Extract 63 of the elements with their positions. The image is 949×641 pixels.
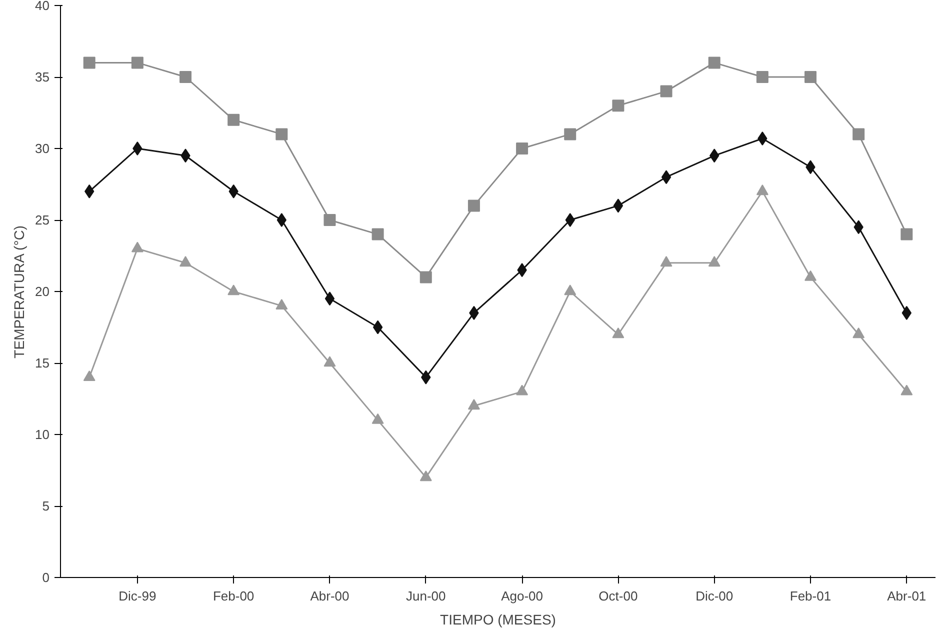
point [324,356,336,367]
x-tick-label: Feb-00 [212,588,254,604]
point [804,71,816,83]
point [420,271,432,284]
point [756,184,768,196]
point [661,170,672,184]
y-tick-label: 35 [35,70,50,84]
x-tick-label: Abr-00 [310,588,350,604]
point [900,384,913,396]
point [708,256,720,267]
x-axis-title: TIEMPO (MESES) [440,612,556,628]
point [900,228,913,240]
point [708,56,720,69]
y-tick-label: 40 [35,0,50,13]
point [131,242,144,252]
point [83,56,96,69]
point [565,213,575,227]
y-tick-label: 20 [35,284,50,299]
point [468,200,480,212]
y-tick-label: 30 [35,141,50,156]
point [372,413,384,424]
point [516,384,528,396]
point [83,370,96,381]
y-axis-title: TEMPERATURA (°C) [11,225,28,358]
point [276,298,288,310]
point [228,114,240,126]
point [132,142,142,156]
point [564,284,576,296]
point [804,270,816,281]
point [468,399,480,410]
point [420,470,432,482]
x-tick-label: Ago-00 [501,588,543,604]
point [324,214,336,226]
point [612,328,624,338]
point [564,128,576,140]
point [324,292,335,306]
y-tick-label: 10 [35,427,50,442]
y-tick-label: 25 [35,212,50,228]
y-tick-label: 0 [42,570,50,585]
point [276,128,288,140]
point [516,142,528,154]
x-tick-label: Feb-01 [790,588,832,604]
point [228,284,240,296]
x-tick-label: Jun-00 [406,588,446,604]
point [756,71,768,83]
x-tick-label: Dic-00 [696,588,734,604]
point [372,228,384,240]
point [660,256,672,267]
point [180,71,192,83]
point [852,128,865,140]
x-tick-label: Abr-01 [887,588,926,604]
x-tick-label: Dic-99 [118,588,156,604]
point [613,198,624,213]
y-tick-label: 5 [42,498,50,514]
point [276,213,286,227]
point [180,256,192,267]
point [660,85,672,98]
x-tick-label: Oct-00 [598,588,638,604]
point [852,328,865,338]
point [131,56,144,69]
point [612,100,624,112]
point [372,320,383,334]
y-tick-label: 15 [35,356,50,370]
